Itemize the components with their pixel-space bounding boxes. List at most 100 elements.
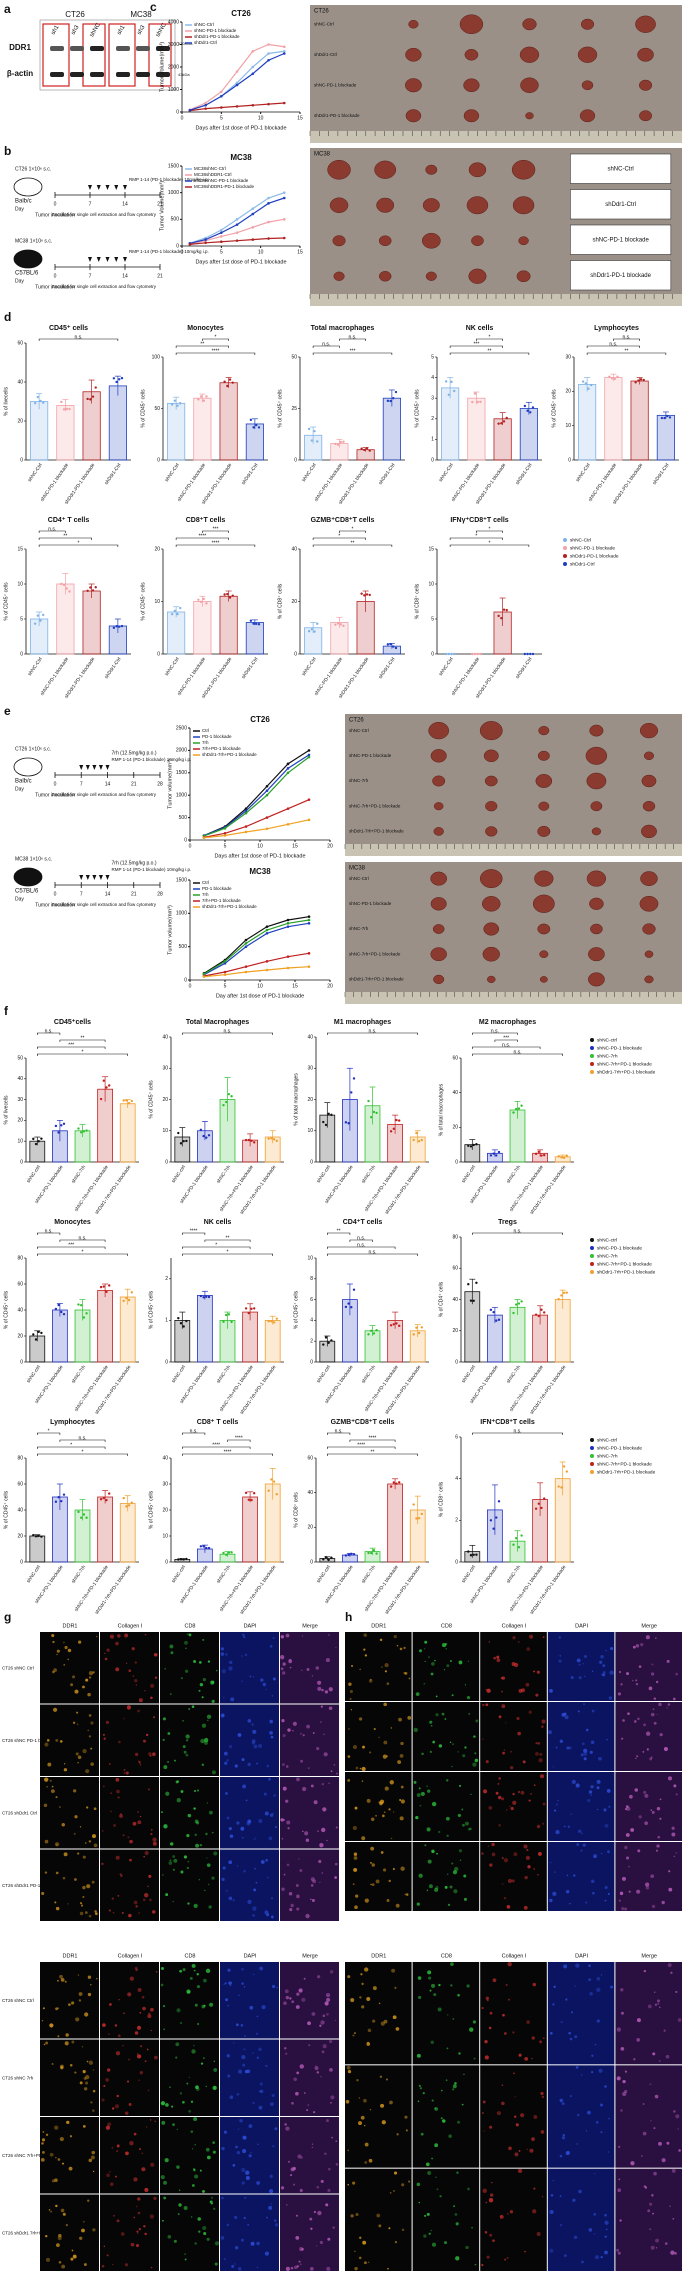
text: shNC-7rh bbox=[505, 1164, 522, 1185]
dot bbox=[65, 407, 68, 411]
tumor bbox=[637, 47, 654, 62]
signal bbox=[311, 2146, 314, 2149]
dot bbox=[540, 1308, 543, 1311]
signal bbox=[636, 2018, 641, 2023]
signal bbox=[281, 1763, 285, 1766]
text: shDdr1-Ctrl bbox=[515, 462, 534, 486]
signal bbox=[41, 2138, 46, 2142]
signal bbox=[173, 1858, 178, 1863]
dot bbox=[336, 622, 340, 625]
signal bbox=[384, 1786, 389, 1791]
signal bbox=[396, 2133, 399, 2136]
bar bbox=[264, 1320, 281, 1363]
signal bbox=[222, 1696, 225, 1699]
sig-bracket bbox=[182, 1232, 206, 1235]
signal bbox=[607, 2151, 610, 2153]
signal bbox=[41, 2142, 44, 2145]
dot bbox=[327, 1341, 330, 1344]
signal bbox=[608, 1805, 611, 1808]
tumor bbox=[535, 774, 553, 788]
signal bbox=[183, 2206, 188, 2211]
signal bbox=[645, 1885, 650, 1890]
dot bbox=[420, 1512, 423, 1516]
signal bbox=[161, 2120, 166, 2125]
signal bbox=[266, 2216, 268, 2219]
sig-bracket bbox=[472, 1053, 563, 1056]
signal bbox=[211, 1876, 215, 1880]
signal bbox=[520, 1790, 525, 1795]
signal bbox=[435, 2176, 437, 2179]
dot bbox=[94, 386, 97, 389]
signal bbox=[445, 1816, 450, 1821]
signal bbox=[580, 1849, 583, 1852]
signal bbox=[247, 2223, 250, 2226]
point bbox=[267, 196, 270, 200]
signal bbox=[359, 1767, 362, 1770]
signal bbox=[187, 1813, 192, 1818]
signal bbox=[392, 1811, 395, 1813]
dose-marker bbox=[123, 185, 127, 190]
signal bbox=[397, 1760, 402, 1764]
dot bbox=[62, 1493, 66, 1496]
dot bbox=[330, 1556, 333, 1559]
signal bbox=[83, 2087, 88, 2091]
signal bbox=[415, 1692, 420, 1696]
signal bbox=[256, 2241, 260, 2246]
text: Days after 1st dose of PD-1 blockade bbox=[214, 853, 305, 859]
signal bbox=[595, 2120, 599, 2124]
text: 60 bbox=[17, 340, 23, 346]
signal bbox=[309, 2267, 314, 2271]
signal bbox=[301, 2247, 304, 2251]
signal bbox=[457, 2120, 461, 2124]
signal bbox=[296, 2071, 300, 2075]
signal bbox=[326, 2119, 329, 2122]
signal bbox=[486, 1999, 489, 2002]
dot bbox=[122, 1299, 125, 1303]
dot bbox=[392, 396, 395, 400]
signal bbox=[559, 1654, 562, 1657]
signal bbox=[281, 1671, 286, 1675]
mouse-icon bbox=[13, 249, 43, 269]
signal bbox=[310, 2227, 313, 2230]
signal bbox=[435, 1886, 439, 1890]
signal bbox=[153, 2196, 157, 2200]
signal bbox=[535, 1693, 539, 1697]
signal bbox=[585, 1901, 588, 1904]
point bbox=[220, 240, 223, 244]
signal bbox=[459, 1784, 462, 1787]
signal bbox=[582, 1843, 586, 1847]
text: Collagen I bbox=[118, 1953, 143, 1959]
signal bbox=[360, 2115, 365, 2120]
dot bbox=[472, 1553, 475, 1556]
signal bbox=[470, 1793, 472, 1795]
signal bbox=[163, 2180, 167, 2185]
label-box bbox=[570, 260, 672, 291]
signal bbox=[667, 1703, 671, 1706]
text: CT26 bbox=[231, 9, 251, 18]
dot bbox=[272, 1138, 276, 1141]
signal bbox=[43, 1803, 48, 1808]
signal bbox=[82, 2070, 86, 2074]
signal bbox=[236, 1865, 239, 1867]
tumor bbox=[581, 80, 594, 91]
signal bbox=[125, 2151, 129, 2156]
text: * bbox=[215, 1242, 217, 1248]
signal bbox=[559, 2195, 562, 2198]
signal bbox=[313, 2111, 316, 2114]
dot bbox=[275, 1139, 278, 1143]
micrograph bbox=[345, 1772, 412, 1841]
signal bbox=[535, 1752, 539, 1756]
bar bbox=[119, 1296, 136, 1363]
tumor bbox=[378, 271, 392, 282]
dot bbox=[420, 1326, 423, 1329]
signal bbox=[525, 1682, 530, 1687]
signal bbox=[666, 2141, 670, 2145]
signal bbox=[163, 2196, 167, 2200]
text: 0 bbox=[181, 115, 184, 121]
text: n.s. bbox=[74, 334, 82, 340]
signal bbox=[458, 1849, 463, 1853]
signal bbox=[550, 2031, 553, 2035]
dot bbox=[531, 406, 535, 409]
text: shNC-7rh bbox=[349, 778, 369, 783]
signal bbox=[211, 2196, 214, 2199]
